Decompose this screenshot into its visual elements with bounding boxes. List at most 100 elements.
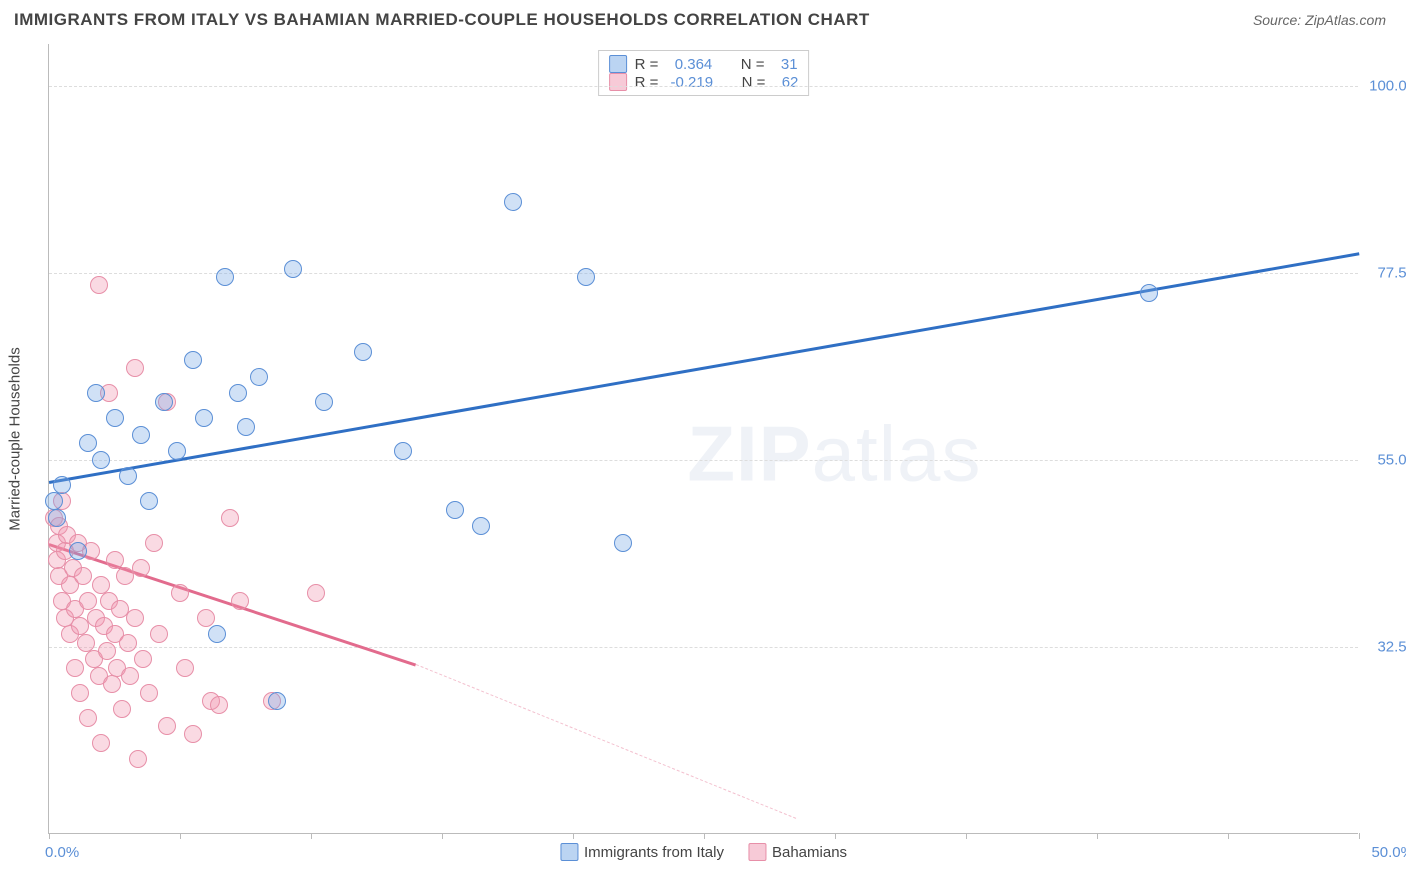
data-point — [66, 659, 84, 677]
y-tick-label: 77.5% — [1364, 264, 1406, 281]
x-axis-min-label: 0.0% — [45, 844, 79, 861]
x-tick — [180, 833, 181, 839]
y-tick-label: 100.0% — [1364, 77, 1406, 94]
source-name: ZipAtlas.com — [1305, 12, 1386, 28]
data-point — [92, 451, 110, 469]
x-tick — [573, 833, 574, 839]
y-axis-title: Married-couple Households — [7, 347, 24, 530]
chart-header: IMMIGRANTS FROM ITALY VS BAHAMIAN MARRIE… — [0, 0, 1406, 36]
data-point — [268, 692, 286, 710]
data-point — [119, 634, 137, 652]
trend-line — [49, 252, 1359, 483]
data-point — [53, 476, 71, 494]
data-point — [504, 193, 522, 211]
data-point — [210, 696, 228, 714]
data-point — [158, 717, 176, 735]
legend-stats-row-blue: R = 0.364 N = 31 — [609, 55, 799, 73]
data-point — [231, 592, 249, 610]
data-point — [90, 276, 108, 294]
data-point — [229, 384, 247, 402]
data-point — [150, 625, 168, 643]
x-tick — [1097, 833, 1098, 839]
y-tick-label: 55.0% — [1364, 451, 1406, 468]
data-point — [106, 409, 124, 427]
legend-series: Immigrants from Italy Bahamians — [560, 843, 847, 861]
data-point — [119, 467, 137, 485]
gridline — [49, 647, 1358, 648]
gridline — [49, 460, 1358, 461]
trend-line — [416, 664, 796, 819]
data-point — [74, 567, 92, 585]
x-tick — [442, 833, 443, 839]
data-point — [69, 542, 87, 560]
data-point — [216, 268, 234, 286]
legend-n-blue: 31 — [773, 56, 798, 73]
scatter-chart: Married-couple Households ZIPatlas R = 0… — [48, 44, 1358, 834]
data-point — [354, 343, 372, 361]
source-prefix: Source: — [1253, 12, 1305, 28]
legend-r-pink: -0.219 — [666, 74, 713, 91]
data-point — [176, 659, 194, 677]
data-point — [48, 509, 66, 527]
data-point — [71, 684, 89, 702]
data-point — [446, 501, 464, 519]
source-attribution: Source: ZipAtlas.com — [1253, 12, 1386, 28]
legend-n-pink: 62 — [773, 74, 798, 91]
data-point — [315, 393, 333, 411]
x-tick — [311, 833, 312, 839]
legend-n-label: N = — [741, 56, 765, 73]
swatch-blue-icon — [560, 843, 578, 861]
data-point — [79, 434, 97, 452]
data-point — [132, 426, 150, 444]
data-point — [307, 584, 325, 602]
legend-label-pink: Bahamians — [772, 844, 847, 861]
data-point — [168, 442, 186, 460]
data-point — [106, 551, 124, 569]
legend-item-pink: Bahamians — [748, 843, 847, 861]
watermark: ZIPatlas — [687, 409, 981, 500]
data-point — [250, 368, 268, 386]
data-point — [614, 534, 632, 552]
data-point — [155, 393, 173, 411]
data-point — [98, 642, 116, 660]
data-point — [79, 592, 97, 610]
data-point — [92, 734, 110, 752]
x-axis-max-label: 50.0% — [1371, 844, 1406, 861]
data-point — [1140, 284, 1158, 302]
data-point — [145, 534, 163, 552]
data-point — [197, 609, 215, 627]
swatch-blue-icon — [609, 55, 627, 73]
swatch-pink-icon — [748, 843, 766, 861]
data-point — [134, 650, 152, 668]
data-point — [140, 492, 158, 510]
legend-stats: R = 0.364 N = 31 R = -0.219 N = 62 — [598, 50, 810, 96]
legend-r-label-2: R = — [635, 74, 659, 91]
data-point — [79, 709, 97, 727]
legend-label-blue: Immigrants from Italy — [584, 844, 724, 861]
data-point — [132, 559, 150, 577]
legend-n-label-2: N = — [742, 74, 766, 91]
data-point — [171, 584, 189, 602]
data-point — [129, 750, 147, 768]
data-point — [284, 260, 302, 278]
data-point — [126, 359, 144, 377]
data-point — [237, 418, 255, 436]
chart-title: IMMIGRANTS FROM ITALY VS BAHAMIAN MARRIE… — [14, 10, 870, 30]
legend-r-blue: 0.364 — [666, 56, 712, 73]
gridline — [49, 273, 1358, 274]
gridline — [49, 86, 1358, 87]
watermark-thin: atlas — [812, 410, 982, 498]
data-point — [77, 634, 95, 652]
swatch-pink-icon — [609, 73, 627, 91]
x-tick — [1228, 833, 1229, 839]
watermark-bold: ZIP — [687, 410, 811, 498]
data-point — [577, 268, 595, 286]
data-point — [195, 409, 213, 427]
x-tick — [966, 833, 967, 839]
x-tick — [704, 833, 705, 839]
data-point — [113, 700, 131, 718]
legend-stats-row-pink: R = -0.219 N = 62 — [609, 73, 799, 91]
data-point — [221, 509, 239, 527]
data-point — [208, 625, 226, 643]
data-point — [103, 675, 121, 693]
